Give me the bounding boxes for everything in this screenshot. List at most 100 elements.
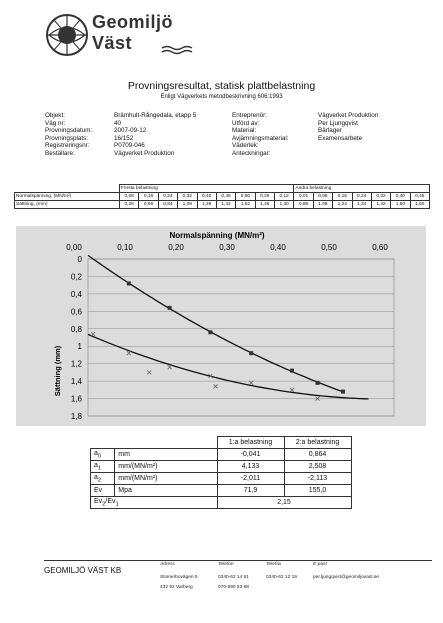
footer-tel1: 0340-62 14 61: [218, 575, 249, 580]
results-table: 1:a belastning 2:a belastning a0 mm -0,0…: [89, 436, 352, 509]
table-row: Ev2/Ev1 2,15: [90, 496, 352, 509]
report-subtitle: Enligt Vägverkets metodbeskrivning 606:1…: [160, 94, 283, 100]
info-label: Registreringsnr:: [45, 142, 90, 150]
data-point: [146, 370, 152, 375]
table-cell: 0,84: [157, 200, 179, 209]
ratio-label: Ev2/Ev1: [90, 496, 218, 509]
info-value: 40: [114, 119, 122, 127]
info-label: Beställare:: [45, 149, 75, 157]
x-tick-label: 0,30: [219, 243, 235, 252]
table-cell: 0,45: [215, 192, 237, 201]
info-left-labels: Objekt: Väg nr: Provningsdatum: Provning…: [45, 112, 92, 158]
data-point: [167, 364, 172, 370]
data-point: [341, 389, 345, 394]
settlement-chart: Normalspänning (MN/m²) Sättning (mm) 0,0…: [53, 231, 395, 421]
chart-title-text: Normalspänning (MN/m²): [169, 231, 264, 240]
table-cell: -2,113: [283, 472, 352, 485]
results-header-row: 1:a belastning 2:a belastning: [91, 436, 352, 449]
footer-divider: [44, 560, 432, 561]
info-label: Väg nr:: [45, 119, 66, 127]
table-cell: 0,864: [283, 448, 352, 461]
table-cell: 1,52: [235, 200, 256, 209]
data-point: [90, 331, 96, 337]
table-cell: 1,08: [177, 200, 198, 209]
table-cell: 0,40: [390, 192, 411, 201]
table-cell: 0,86: [293, 200, 314, 209]
data-point: [208, 373, 213, 379]
x-tick-label: 0,00: [66, 243, 82, 252]
x-tick-label: 0,10: [117, 243, 133, 252]
table-cell: 0,50: [235, 192, 256, 201]
plot-area: [87, 258, 395, 417]
param-unit: mm/(MN/m²): [114, 460, 218, 473]
y-tick-label: 1: [78, 342, 83, 351]
y-tick-label: 1,6: [71, 395, 83, 404]
table-cell: 2,508: [283, 460, 352, 473]
table-cell: 0,16: [138, 192, 159, 201]
first-load-header: Första belastning: [118, 184, 295, 193]
row-label-stress: Normalspänning, (MN/m²): [14, 192, 120, 201]
table-cell: 0,24: [157, 192, 179, 201]
col-first-load: 1:a belastning: [216, 436, 285, 449]
data-point: [315, 396, 320, 401]
info-label: Avjämningsmaterial:: [232, 134, 289, 142]
table-cell: 4,133: [216, 460, 285, 473]
info-label: Provningsdatum:: [45, 127, 93, 135]
info-value: Per Ljungqvist: [318, 119, 358, 127]
data-point: [167, 305, 172, 310]
table-cell: 1,30: [273, 200, 295, 209]
table-cell: 1,28: [196, 200, 217, 209]
info-label: Utförd av:: [232, 119, 260, 127]
info-label: Provningsplats:: [45, 134, 89, 142]
table-cell: 0,12: [273, 192, 295, 201]
info-label: Entreprenör:: [232, 112, 268, 119]
data-point: [126, 281, 131, 286]
x-tick-label: 0,20: [168, 243, 184, 252]
info-right-values: Vägverket Produktion Per Ljungqvist Bärl…: [318, 112, 378, 142]
table-row: a2 mm/(MN/m²) -2,011 -2,113: [89, 472, 352, 485]
table-row: Sättning, (mm) 0,28 0,56 0,84 1,08 1,28 …: [14, 200, 431, 209]
table-cell: 0,32: [370, 192, 392, 201]
table-cell: 1,46: [254, 200, 276, 209]
y-tick-label: 0: [78, 255, 83, 264]
table-cell: 0,16: [332, 192, 353, 201]
y-tick-labels: 0 0,2 0,4 0,6 0,8 1 1,2 1,4 1,6 1,8: [71, 255, 83, 421]
footer-heading-fax: Telefax: [266, 562, 282, 567]
table-cell: 0,56: [138, 200, 159, 209]
table-cell: 0,25: [254, 192, 276, 201]
data-point: [290, 368, 294, 373]
fit-curve: [343, 397, 369, 400]
param-unit: mm: [114, 448, 218, 461]
footer-tel2: 070-590 53 68: [218, 585, 249, 590]
logo-text-line2: Väst: [92, 33, 133, 53]
info-value: P0709-046: [114, 142, 145, 150]
table-cell: -2,011: [216, 472, 285, 485]
table-row: a0 mm -0,041 0,864: [89, 448, 352, 461]
table-cell: 0,08: [312, 192, 334, 201]
logo-text-line1: Geomiljö: [92, 12, 174, 32]
info-value: Examensarbete: [318, 134, 363, 142]
report-title: Provningsresultat, statisk plattbelastni…: [127, 80, 316, 92]
param-symbol: Ev: [89, 484, 116, 497]
x-tick-label: 0,50: [321, 243, 337, 252]
param-symbol: a1: [89, 460, 116, 473]
table-cell: 1,34: [351, 200, 372, 209]
table-cell: 0,32: [177, 192, 198, 201]
footer-email: per.ljungqvist@geomiljovast.se: [313, 575, 379, 580]
param-unit: Mpa: [114, 484, 218, 497]
x-tick-label: 0,60: [372, 243, 388, 252]
info-value: 2007-09-12: [114, 127, 147, 135]
table-cell: 71,9: [216, 484, 285, 497]
data-point: [213, 384, 218, 389]
info-label: Anteckningar:: [232, 149, 271, 157]
chart-grid: [87, 258, 395, 417]
table-row: a1 mm/(MN/m²) 4,133 2,508: [89, 460, 352, 473]
table-cell: 1,24: [332, 200, 353, 209]
footer-heading-address: Adress: [160, 562, 175, 567]
data-point: [249, 351, 254, 356]
table-row: Normalspänning, (MN/m²) 0,08 0,16 0,24 0…: [14, 192, 431, 201]
row-label-settlement: Sättning, (mm): [14, 200, 120, 209]
footer-heading-phone: Telefon: [218, 562, 234, 567]
param-unit: mm/(MN/m²): [114, 472, 218, 485]
table-cell: 155,0: [283, 484, 352, 497]
